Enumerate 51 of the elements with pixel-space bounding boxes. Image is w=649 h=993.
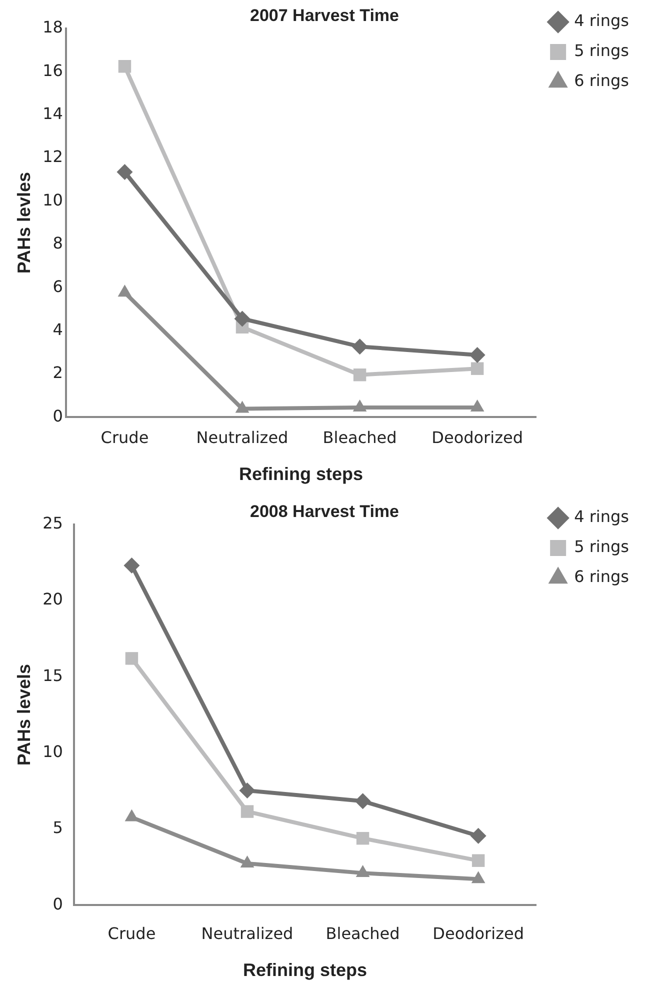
y-tick-label: 12 (42, 147, 63, 166)
point (124, 558, 140, 574)
x-axis-title: Refining steps (239, 464, 364, 484)
point (116, 164, 133, 180)
legend-label: 5 rings (574, 537, 629, 556)
y-tick-label: 10 (42, 742, 63, 762)
y-tick-label: 6 (52, 276, 63, 296)
x-tick-label: Crude (100, 428, 149, 447)
x-tick-label: Neutralized (201, 924, 294, 943)
legend-label: 4 rings (574, 11, 629, 30)
y-tick-label: 0 (52, 894, 63, 914)
point (356, 832, 370, 845)
x-tick-label: Deodorized (432, 924, 524, 943)
y-tick-label: 14 (42, 104, 63, 123)
point (472, 854, 485, 867)
legend-label: 4 rings (574, 507, 629, 526)
point (470, 828, 486, 844)
point (239, 782, 256, 799)
y-axis-title: PAHs levels (14, 664, 34, 766)
y-tick-label: 10 (42, 190, 63, 210)
chart-title: 2007 Harvest Time (250, 6, 400, 25)
y-tick-label: 25 (42, 514, 63, 533)
y-tick-label: 8 (52, 234, 63, 253)
x-tick-label: Bleached (322, 428, 397, 447)
x-tick-label: Crude (108, 924, 156, 943)
y-tick-label: 0 (52, 406, 63, 426)
point (353, 368, 366, 382)
x-axis-title: Refining steps (243, 960, 368, 980)
y-tick-label: 20 (42, 590, 63, 609)
point (354, 793, 371, 810)
point (469, 346, 486, 363)
y-tick-label: 16 (42, 60, 63, 80)
point (352, 338, 368, 355)
x-tick-label: Deodorized (432, 428, 523, 447)
legend-label: 5 rings (574, 41, 629, 60)
y-axis-title: PAHs levles (14, 172, 34, 274)
y-tick-label: 15 (42, 666, 63, 685)
x-tick-label: Neutralized (196, 428, 288, 447)
point (125, 652, 138, 665)
point (234, 310, 250, 327)
chart-title: 2008 Harvest Time (250, 502, 400, 521)
point (240, 805, 254, 818)
x-tick-label: Bleached (326, 924, 400, 943)
point (470, 362, 484, 375)
y-tick-label: 2 (52, 363, 63, 382)
legend-label: 6 rings (574, 71, 629, 90)
y-tick-label: 4 (52, 320, 63, 339)
y-tick-label: 5 (52, 818, 63, 838)
point (118, 60, 132, 73)
y-tick-label: 18 (42, 18, 63, 37)
legend-label: 6 rings (574, 567, 629, 586)
